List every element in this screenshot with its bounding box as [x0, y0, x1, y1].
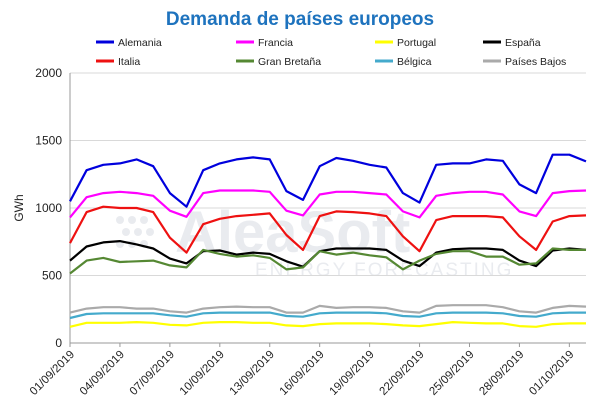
y-tick-label: 500: [42, 269, 62, 283]
x-axis: 01/09/2019 04/09/2019 07/09/2019 10/09/2019…: [28, 343, 576, 398]
legend-label: Gran Bretaña: [258, 56, 321, 68]
series-line-2: [69, 321, 586, 328]
legend-label: Portugal: [397, 37, 436, 49]
series-line-1: [69, 189, 587, 219]
x-tick-label: 01/09/2019: [28, 349, 77, 398]
watermark-brand: AleaSoft: [175, 200, 410, 265]
chart-title: Demanda de países europeos: [166, 9, 434, 30]
y-tick-label: 1500: [35, 134, 62, 148]
y-axis: 0 500 1000 1500 2000: [35, 66, 62, 350]
y-tick-label: 2000: [35, 66, 62, 80]
x-tick-label: 10/09/2019: [178, 349, 227, 398]
y-axis-label: GWh: [12, 194, 26, 221]
series-line-5: [69, 247, 586, 275]
plot-area: [69, 73, 586, 344]
y-tick-label: 1000: [35, 201, 62, 215]
x-tick-label: 01/10/2019: [527, 349, 576, 398]
legend-label: Francia: [258, 37, 293, 49]
x-tick-label: 13/09/2019: [228, 349, 277, 398]
legend-label: Países Bajos: [505, 56, 566, 68]
x-tick-label: 04/09/2019: [78, 349, 127, 398]
series-line-4: [69, 205, 587, 254]
series-line-7: [69, 304, 587, 314]
series-line-6: [69, 311, 586, 320]
series-line-3: [69, 240, 587, 268]
gridlines: [70, 72, 586, 276]
legend-label: España: [505, 37, 541, 49]
legend-label: Italia: [118, 56, 140, 68]
x-tick-label: 16/09/2019: [278, 349, 327, 398]
x-tick-label: 22/09/2019: [377, 349, 426, 398]
legend-label: Bélgica: [397, 56, 432, 68]
x-tick-label: 28/09/2019: [477, 349, 526, 398]
y-tick-label: 0: [55, 336, 62, 350]
x-tick-label: 19/09/2019: [328, 349, 377, 398]
series-line-0: [69, 153, 587, 208]
x-tick-label: 07/09/2019: [128, 349, 177, 398]
legend-label: Alemania: [118, 37, 162, 49]
x-tick-label: 25/09/2019: [427, 349, 476, 398]
legend: Alemania Francia Portugal España Italia Gran …: [96, 37, 566, 68]
series-lines: [69, 153, 587, 328]
